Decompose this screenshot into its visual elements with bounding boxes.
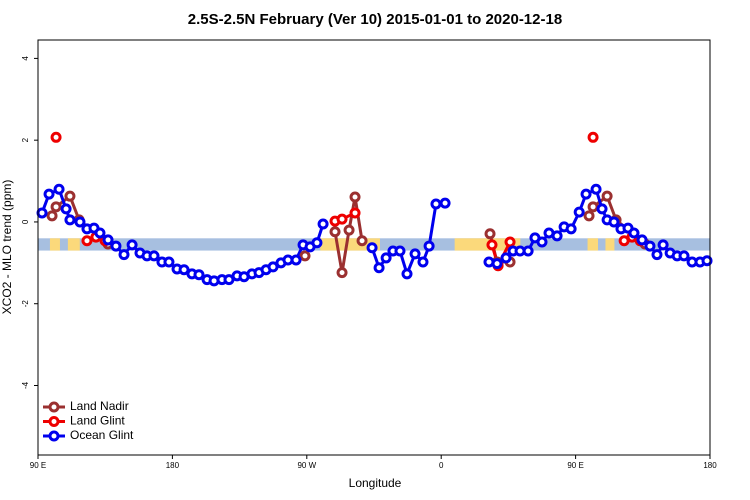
point	[484, 228, 496, 240]
point	[380, 252, 392, 264]
point	[423, 240, 435, 252]
y-tick-label: 0	[21, 219, 30, 224]
legend-marker	[48, 416, 60, 427]
x-tick-label: 90 E	[567, 461, 583, 470]
point	[678, 250, 690, 262]
point	[439, 197, 451, 209]
point	[46, 210, 58, 222]
x-tick-label: 180	[166, 461, 180, 470]
point	[53, 183, 65, 195]
point	[81, 235, 93, 247]
point	[504, 236, 516, 248]
point	[636, 234, 648, 246]
point	[590, 183, 602, 195]
legend-marker	[48, 430, 60, 442]
point	[601, 190, 613, 202]
point	[356, 235, 368, 247]
point	[50, 131, 62, 143]
x-tick-label: 90 E	[30, 461, 46, 470]
point	[644, 240, 656, 252]
x-tick-label: 90 W	[297, 461, 316, 470]
y-tick-label: -2	[21, 300, 30, 308]
point	[329, 226, 341, 238]
point	[349, 207, 361, 219]
point	[401, 268, 413, 280]
point	[551, 230, 563, 242]
legend-label: Land Nadir	[70, 399, 129, 413]
point	[587, 131, 599, 143]
legend-label: Ocean Glint	[70, 428, 134, 442]
point	[148, 250, 160, 262]
point	[536, 236, 548, 248]
point	[102, 234, 114, 246]
point	[290, 254, 302, 266]
point	[587, 201, 599, 213]
point	[311, 237, 323, 249]
land-band	[605, 238, 615, 251]
point	[628, 227, 640, 239]
plot-frame	[37, 39, 711, 456]
point	[60, 203, 72, 215]
x-axis-label: Longitude	[349, 476, 402, 490]
land-band	[587, 238, 598, 251]
point	[701, 255, 713, 267]
y-tick-label: -4	[21, 381, 30, 389]
point	[64, 190, 76, 202]
legend-marker	[48, 401, 60, 413]
point	[608, 216, 620, 228]
point	[64, 214, 76, 226]
point	[163, 256, 175, 268]
point	[486, 239, 498, 251]
point	[373, 262, 385, 274]
point	[126, 239, 138, 251]
point	[193, 269, 205, 281]
point	[565, 223, 577, 235]
point	[500, 252, 512, 264]
point	[336, 267, 348, 279]
chart-title: 2.5S-2.5N February (Ver 10) 2015-01-01 t…	[188, 11, 562, 28]
point	[366, 242, 378, 254]
land-band	[49, 238, 60, 251]
y-tick-label: 2	[21, 137, 30, 142]
legend-label: Land Glint	[70, 414, 125, 428]
point	[299, 250, 311, 262]
point	[267, 261, 279, 273]
point	[394, 245, 406, 257]
point	[50, 201, 62, 213]
point	[110, 240, 122, 252]
point	[417, 256, 429, 268]
y-tick-label: 4	[21, 56, 30, 61]
point	[94, 227, 106, 239]
point	[522, 245, 534, 257]
point	[580, 188, 592, 200]
point	[343, 224, 355, 236]
x-tick-label: 180	[703, 461, 717, 470]
point	[583, 210, 595, 222]
point	[651, 249, 663, 261]
point	[349, 191, 361, 203]
point	[74, 216, 86, 228]
point	[178, 264, 190, 276]
point	[596, 203, 608, 215]
point	[430, 198, 442, 210]
point	[657, 239, 669, 251]
x-tick-label: 0	[439, 461, 444, 470]
point	[409, 248, 421, 260]
point	[491, 258, 503, 270]
point	[118, 249, 130, 261]
point	[336, 213, 348, 225]
y-axis-label: XCO2 - MLO trend (ppm)	[0, 180, 14, 315]
point	[317, 218, 329, 230]
point	[573, 206, 585, 218]
point	[36, 207, 48, 219]
point	[43, 188, 55, 200]
land-band	[67, 238, 80, 251]
